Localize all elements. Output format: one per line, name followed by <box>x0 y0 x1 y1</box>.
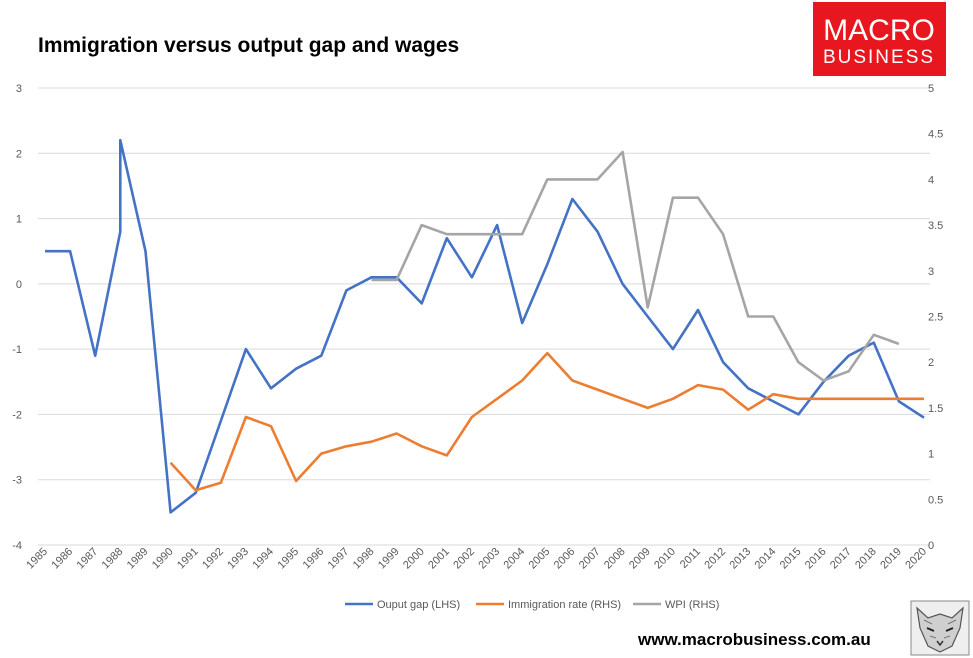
x-tick-label: 1989 <box>125 546 151 572</box>
logo-line1: MACRO <box>823 14 935 47</box>
legend-label: WPI (RHS) <box>665 599 719 611</box>
series-lines <box>45 138 925 514</box>
x-tick-label: 2001 <box>426 546 452 572</box>
x-tick-label: 2006 <box>552 546 578 572</box>
left-tick-label: 3 <box>16 83 22 95</box>
left-tick-label: -2 <box>12 409 22 421</box>
x-tick-label: 2020 <box>903 546 929 572</box>
logo-background <box>813 2 946 76</box>
x-tick-label: 2009 <box>627 546 653 572</box>
x-tick-label: 1999 <box>376 546 402 572</box>
x-tick-label: 2010 <box>652 546 678 572</box>
right-tick-label: 2 <box>928 357 934 369</box>
x-tick-label: 2019 <box>878 546 904 572</box>
macro-business-logo: MACRO BUSINESS <box>813 2 946 76</box>
chart-title: Immigration versus output gap and wages <box>38 34 459 57</box>
x-tick-label: 2011 <box>678 546 703 571</box>
right-tick-label: 5 <box>928 83 934 95</box>
x-tick-label: 1988 <box>100 546 126 572</box>
series-line-2 <box>169 351 924 492</box>
x-tick-label: 2000 <box>401 546 427 572</box>
x-tick-label: 2008 <box>602 546 628 572</box>
x-tick-label: 1990 <box>150 546 176 572</box>
x-tick-label: 2013 <box>728 546 754 572</box>
right-tick-label: 0.5 <box>928 494 943 506</box>
gridlines <box>38 87 930 546</box>
series-line-1 <box>45 138 925 514</box>
x-tick-label: 1987 <box>75 546 101 572</box>
x-tick-label: 2007 <box>577 546 603 572</box>
right-tick-label: 4 <box>928 174 934 186</box>
right-tick-label: 2.5 <box>928 312 943 324</box>
legend-label: Immigration rate (RHS) <box>508 599 621 611</box>
left-tick-label: -1 <box>12 344 22 356</box>
x-axis-ticks: 1985 1986 1987 1988 1989 1990 1991 1992 1993 1994… <box>24 546 929 572</box>
x-tick-label: 2018 <box>853 546 879 572</box>
right-tick-label: 1.5 <box>928 403 943 415</box>
x-tick-label: 1995 <box>275 546 301 572</box>
left-tick-label: -4 <box>12 540 22 552</box>
legend-label: Ouput gap (LHS) <box>377 599 460 611</box>
right-tick-label: 3.5 <box>928 220 943 232</box>
x-tick-label: 2003 <box>476 546 502 572</box>
x-tick-label: 2016 <box>803 546 829 572</box>
legend: Ouput gap (LHS) Immigration rate (RHS) WPI… <box>345 599 719 611</box>
left-tick-label: 1 <box>16 214 22 226</box>
footer-url: www.macrobusiness.com.au <box>637 630 871 649</box>
x-tick-label: 1991 <box>175 546 201 572</box>
x-tick-label: 1986 <box>49 546 75 572</box>
series-line-3 <box>371 150 900 382</box>
left-tick-label: -3 <box>12 475 22 487</box>
right-tick-label: 1 <box>928 449 934 461</box>
x-tick-label: 1997 <box>326 546 352 572</box>
x-tick-label: 2015 <box>778 546 804 572</box>
x-tick-label: 1994 <box>250 546 276 572</box>
x-tick-label: 2005 <box>527 546 553 572</box>
left-tick-label: 0 <box>16 279 22 291</box>
x-tick-label: 1998 <box>351 546 377 572</box>
right-tick-label: 3 <box>928 266 934 278</box>
x-tick-label: 2002 <box>451 546 477 572</box>
right-axis-ticks: 5 4.5 4 3.5 3 2.5 2 1.5 1 0.5 0 <box>928 83 943 552</box>
logo-line2: BUSINESS <box>823 47 935 68</box>
x-tick-label: 2014 <box>753 546 779 572</box>
left-axis-ticks: 3 2 1 0 -1 -2 -3 -4 <box>12 83 22 552</box>
x-tick-label: 1993 <box>225 546 251 572</box>
x-tick-label: 2012 <box>702 546 728 572</box>
x-tick-label: 1992 <box>200 546 226 572</box>
x-tick-label: 2017 <box>828 546 854 572</box>
wolf-icon <box>910 600 970 656</box>
right-tick-label: 4.5 <box>928 129 943 141</box>
x-tick-label: 2004 <box>501 546 527 572</box>
x-tick-label: 1996 <box>301 546 327 572</box>
right-tick-label: 0 <box>928 540 934 552</box>
left-tick-label: 2 <box>16 148 22 160</box>
x-tick-label: 1985 <box>24 546 50 572</box>
